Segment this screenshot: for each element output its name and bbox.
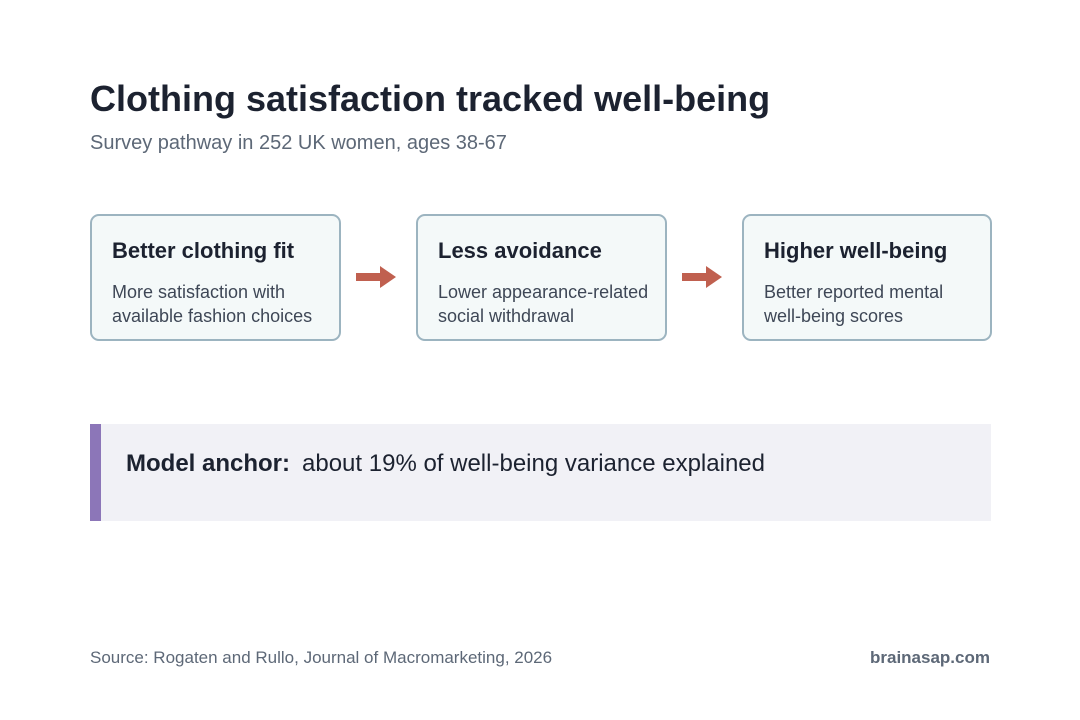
node: Better clothing fit More satisfaction wi… bbox=[90, 214, 341, 341]
node: Less avoidance Lower appearance-related … bbox=[416, 214, 667, 341]
node-text: More satisfaction with bbox=[112, 282, 285, 302]
callout-label: Model anchor: bbox=[126, 450, 290, 477]
node-label: Better clothing fit bbox=[112, 238, 295, 263]
title: Clothing satisfaction tracked well-being bbox=[90, 78, 770, 119]
node-text: well-being scores bbox=[763, 306, 903, 326]
arrow bbox=[356, 266, 396, 288]
brand: brainasap.com bbox=[870, 648, 990, 667]
callout: Model anchor: about 19% of well-being var… bbox=[126, 450, 765, 477]
node-text: social withdrawal bbox=[438, 306, 574, 326]
node-box bbox=[742, 214, 992, 341]
subtitle: Survey pathway in 252 UK women, ages 38-… bbox=[90, 132, 507, 154]
node-text: Better reported mental bbox=[764, 282, 943, 302]
node-box bbox=[416, 214, 667, 341]
callout-text: about 19% of well-being variance explain… bbox=[302, 450, 765, 477]
source: Source: Rogaten and Rullo, Journal of Ma… bbox=[90, 648, 552, 667]
node-label: Higher well-being bbox=[764, 238, 947, 263]
callout-accent bbox=[90, 424, 101, 521]
callout-box bbox=[90, 424, 991, 521]
node: Higher well-being Better reported mental… bbox=[742, 214, 992, 341]
node-text: Lower appearance-related bbox=[438, 282, 648, 302]
node-label: Less avoidance bbox=[438, 238, 602, 263]
node-box bbox=[90, 214, 341, 341]
arrow bbox=[682, 266, 722, 288]
node-text: available fashion choices bbox=[112, 306, 312, 326]
